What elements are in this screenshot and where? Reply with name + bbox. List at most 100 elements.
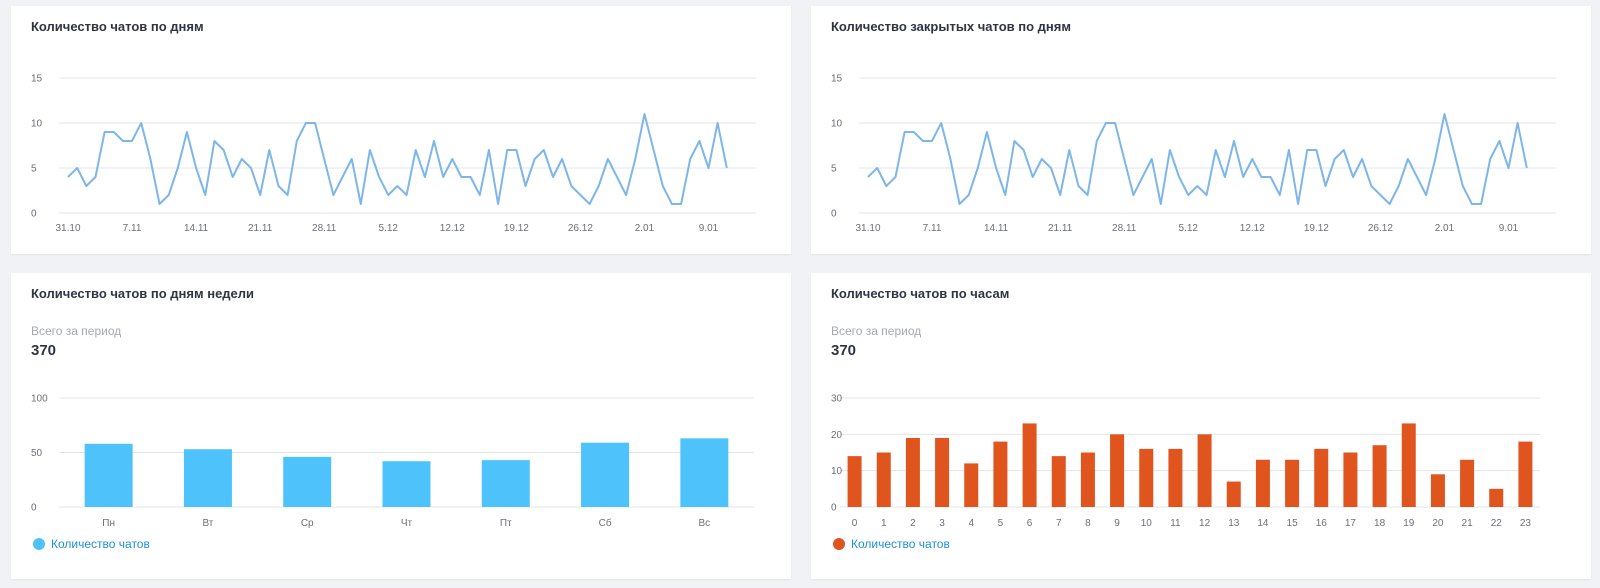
x-tick-label: 18: [1374, 518, 1386, 529]
x-tick-label: 14.11: [184, 223, 209, 234]
bar[interactable]: [680, 438, 729, 507]
x-tick-label: 11: [1170, 518, 1181, 529]
x-tick-label: 0: [852, 518, 858, 529]
y-tick-label: 50: [31, 448, 43, 459]
x-tick-label: 19.12: [504, 223, 529, 234]
bar[interactable]: [935, 437, 950, 507]
bar[interactable]: [1460, 459, 1475, 507]
chats-by-weekday-card: Количество чатов по дням недели Всего за…: [11, 273, 791, 579]
total-label: Всего за период: [31, 324, 122, 338]
bar[interactable]: [993, 441, 1008, 507]
bar[interactable]: [1430, 474, 1445, 507]
chart-title: Количество чатов по дням недели: [31, 286, 255, 301]
bar[interactable]: [1518, 441, 1533, 507]
bar[interactable]: [964, 463, 979, 507]
legend-label: Количество чатов: [851, 537, 950, 551]
y-tick-label: 15: [31, 74, 43, 85]
x-tick-label: 21: [1462, 518, 1474, 529]
x-tick-label: 15: [1287, 518, 1299, 529]
x-tick-label: 17: [1345, 518, 1357, 529]
y-tick-label: 5: [31, 164, 37, 175]
bar[interactable]: [283, 456, 332, 507]
x-tick-label: 7.11: [923, 223, 942, 234]
chart-title: Количество закрытых чатов по дням: [831, 19, 1071, 34]
x-tick-label: 12: [1199, 518, 1211, 529]
bar[interactable]: [1051, 456, 1066, 507]
x-tick-label: 2: [910, 518, 916, 529]
bar[interactable]: [905, 437, 920, 507]
x-tick-label: Вт: [202, 518, 213, 529]
closed-chats-by-day-card: Количество закрытых чатов по дням 0 5 10 15…: [811, 6, 1591, 254]
x-tick-label: 10: [1141, 518, 1153, 529]
x-tick-label: 19: [1403, 518, 1415, 529]
total-label: Всего за период: [831, 324, 922, 338]
x-tick-label: 2.01: [1435, 223, 1455, 234]
bar[interactable]: [1168, 448, 1183, 507]
bar[interactable]: [1226, 481, 1241, 507]
bar[interactable]: [1080, 452, 1095, 508]
x-tick-label: 2.01: [635, 223, 655, 234]
x-tick-label: Ср: [301, 518, 314, 529]
series-line[interactable]: [67, 113, 728, 205]
bar[interactable]: [1255, 459, 1270, 507]
bar[interactable]: [1401, 423, 1416, 507]
legend[interactable]: Количество чатов: [833, 537, 950, 551]
bar[interactable]: [581, 442, 630, 507]
x-tick-label: 5: [998, 518, 1004, 529]
chats-by-weekday-chart[interactable]: 0 50 100 Пн Вт Ср Чт Пт Сб Вс: [11, 273, 791, 579]
bar[interactable]: [1314, 448, 1329, 507]
y-tick-label: 15: [831, 74, 843, 85]
bar[interactable]: [1343, 452, 1358, 508]
y-tick-label: 0: [31, 503, 37, 514]
series-line[interactable]: [867, 113, 1528, 205]
bar[interactable]: [1285, 459, 1300, 507]
bar[interactable]: [1110, 434, 1125, 507]
x-tick-label: Вс: [699, 518, 711, 529]
x-tick-label: 9: [1114, 518, 1120, 529]
bar[interactable]: [1372, 445, 1387, 507]
x-tick-label: 12.12: [1240, 223, 1265, 234]
x-tick-label: Чт: [401, 518, 413, 529]
x-tick-label: 19.12: [1304, 223, 1329, 234]
x-tick-label: 14.11: [984, 223, 1009, 234]
chats-by-day-card: Количество чатов по дням 0 5 10 15 31.10 7.11…: [11, 6, 791, 254]
x-tick-label: 21.11: [1048, 223, 1073, 234]
x-tick-label: 4: [968, 518, 974, 529]
bar[interactable]: [1022, 423, 1037, 507]
bar[interactable]: [382, 461, 431, 507]
bar[interactable]: [847, 456, 862, 507]
x-tick-label: 7: [1056, 518, 1062, 529]
legend-dot-icon: [33, 538, 45, 550]
x-tick-label: 8: [1085, 518, 1091, 529]
y-tick-label: 0: [831, 503, 837, 514]
y-tick-label: 30: [831, 394, 843, 405]
bar[interactable]: [84, 443, 133, 507]
closed-chats-by-day-chart[interactable]: 0 5 10 15 31.10 7.11 14.11 21.11 28.11 5.12 12.12 1…: [811, 6, 1591, 254]
bar[interactable]: [183, 449, 232, 507]
legend[interactable]: Количество чатов: [33, 537, 150, 551]
x-tick-label: 31.10: [55, 223, 80, 234]
bar[interactable]: [1197, 434, 1212, 507]
y-tick-label: 100: [31, 394, 48, 405]
bar[interactable]: [1139, 448, 1154, 507]
bar[interactable]: [481, 460, 530, 507]
x-tick-label: 16: [1316, 518, 1328, 529]
x-tick-label: 9.01: [1499, 223, 1519, 234]
bar[interactable]: [1489, 488, 1504, 507]
x-tick-label: 6: [1027, 518, 1033, 529]
y-tick-label: 10: [31, 119, 43, 130]
x-tick-label: 3: [939, 518, 945, 529]
chats-by-day-chart[interactable]: 0 5 10 15 31.10 7.11 14.11 21.11 28.11 5.12 12.12 1…: [11, 6, 791, 254]
x-tick-label: 23: [1520, 518, 1532, 529]
x-tick-label: Пт: [500, 518, 512, 529]
chart-title: Количество чатов по дням: [31, 19, 204, 34]
x-tick-label: 13: [1228, 518, 1240, 529]
total-value: 370: [831, 342, 857, 359]
x-tick-label: 20: [1432, 518, 1444, 529]
x-tick-label: 9.01: [699, 223, 719, 234]
y-tick-label: 20: [831, 430, 843, 441]
x-tick-label: 21.11: [248, 223, 273, 234]
bar[interactable]: [876, 452, 891, 508]
chats-by-hour-card: Количество чатов по часам Всего за перио…: [811, 273, 1591, 579]
